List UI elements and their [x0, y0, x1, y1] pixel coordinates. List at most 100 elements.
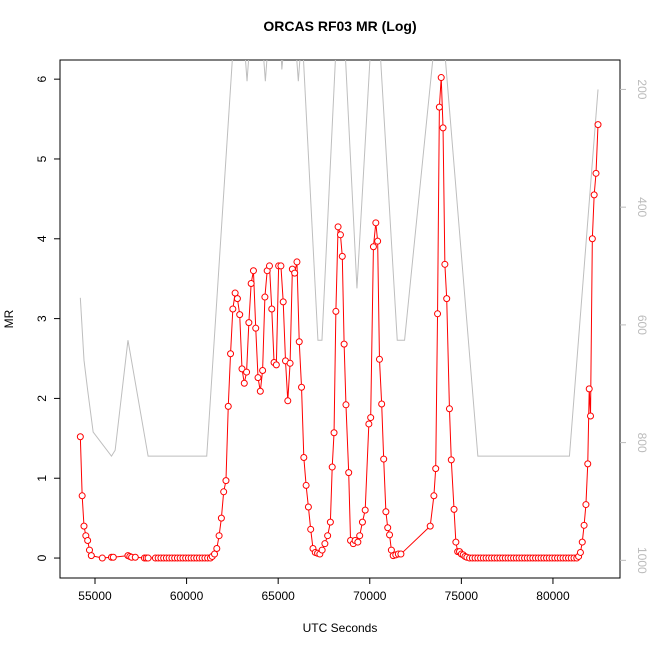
data-point — [298, 383, 306, 391]
y-tick-label: 6 — [35, 75, 49, 82]
data-point — [291, 269, 299, 277]
data-point — [588, 235, 596, 243]
data-point — [578, 538, 586, 546]
data-point — [372, 219, 380, 227]
data-point — [300, 453, 308, 461]
y2-tick-label: 400 — [635, 197, 649, 217]
data-point — [328, 463, 336, 471]
data-point — [215, 532, 223, 540]
data-point — [321, 540, 329, 548]
data-point — [109, 553, 117, 561]
data-point — [450, 505, 458, 513]
data-point — [594, 121, 602, 129]
data-point — [378, 400, 386, 408]
data-point — [238, 365, 246, 373]
data-point — [576, 548, 584, 556]
data-point — [356, 532, 364, 540]
data-point — [437, 74, 445, 82]
data-point — [76, 433, 84, 441]
data-point — [447, 456, 455, 464]
data-point — [144, 554, 152, 562]
data-point — [375, 355, 383, 363]
data-point — [243, 368, 251, 376]
data-point — [374, 237, 382, 245]
data-point — [293, 258, 301, 266]
data-point — [284, 397, 292, 405]
y-tick-label: 0 — [35, 554, 49, 561]
data-point — [426, 522, 434, 530]
y-tick-label: 3 — [35, 315, 49, 322]
data-point — [227, 350, 235, 358]
data-point — [233, 295, 241, 303]
data-point — [434, 310, 442, 318]
y-tick-label: 4 — [35, 235, 49, 242]
y-axis-label: MR — [2, 309, 16, 328]
data-point — [445, 405, 453, 413]
data-point — [367, 414, 375, 422]
data-point — [268, 305, 276, 313]
data-point — [590, 191, 598, 199]
data-point — [358, 518, 366, 526]
plot-area — [76, 60, 602, 562]
data-point — [582, 501, 590, 509]
data-point — [326, 518, 334, 526]
data-point — [441, 260, 449, 268]
data-point — [245, 319, 253, 327]
data-point — [98, 554, 106, 562]
data-point — [249, 267, 257, 275]
data-point — [84, 536, 92, 544]
data-point — [439, 124, 447, 132]
x-tick-label: 75000 — [445, 589, 479, 603]
x-tick-label: 65000 — [261, 589, 295, 603]
data-point — [334, 223, 342, 231]
data-point — [585, 385, 593, 393]
data-point — [259, 366, 267, 374]
data-point — [279, 298, 287, 306]
data-point — [430, 492, 438, 500]
data-point — [304, 503, 312, 511]
data-point — [380, 455, 388, 463]
data-point — [277, 262, 285, 270]
data-point — [131, 553, 139, 561]
data-point — [340, 340, 348, 348]
data-point — [397, 550, 405, 558]
data-point — [324, 532, 332, 540]
data-point — [361, 506, 369, 514]
data-point — [580, 521, 588, 529]
data-point — [213, 544, 221, 552]
data-point — [592, 169, 600, 177]
y2-tick-label: 1000 — [635, 547, 649, 574]
data-point — [224, 402, 232, 410]
data-point — [584, 460, 592, 468]
x-tick-label: 55000 — [78, 589, 112, 603]
x-tick-label: 60000 — [170, 589, 204, 603]
data-point — [443, 295, 451, 303]
data-point — [369, 243, 377, 251]
data-point — [252, 324, 260, 332]
data-point — [435, 103, 443, 111]
data-point — [307, 525, 315, 533]
data-point — [382, 508, 390, 516]
y2-tick-label: 800 — [635, 433, 649, 453]
y-tick-label: 5 — [35, 155, 49, 162]
data-point — [254, 374, 262, 382]
data-point — [338, 252, 346, 260]
data-point — [261, 293, 269, 301]
data-point — [295, 338, 303, 346]
data-point — [432, 465, 440, 473]
data-point — [87, 552, 95, 560]
data-point — [256, 387, 264, 395]
data-point — [229, 305, 237, 313]
data-point — [220, 488, 228, 496]
data-point — [247, 279, 255, 287]
data-point — [386, 531, 394, 539]
data-point — [587, 412, 595, 420]
data-point — [452, 538, 460, 546]
secondary-line — [79, 60, 599, 458]
data-point — [236, 311, 244, 319]
y-tick-label: 2 — [35, 395, 49, 402]
data-point — [332, 307, 340, 315]
x-axis-label: UTC Seconds — [303, 621, 378, 635]
